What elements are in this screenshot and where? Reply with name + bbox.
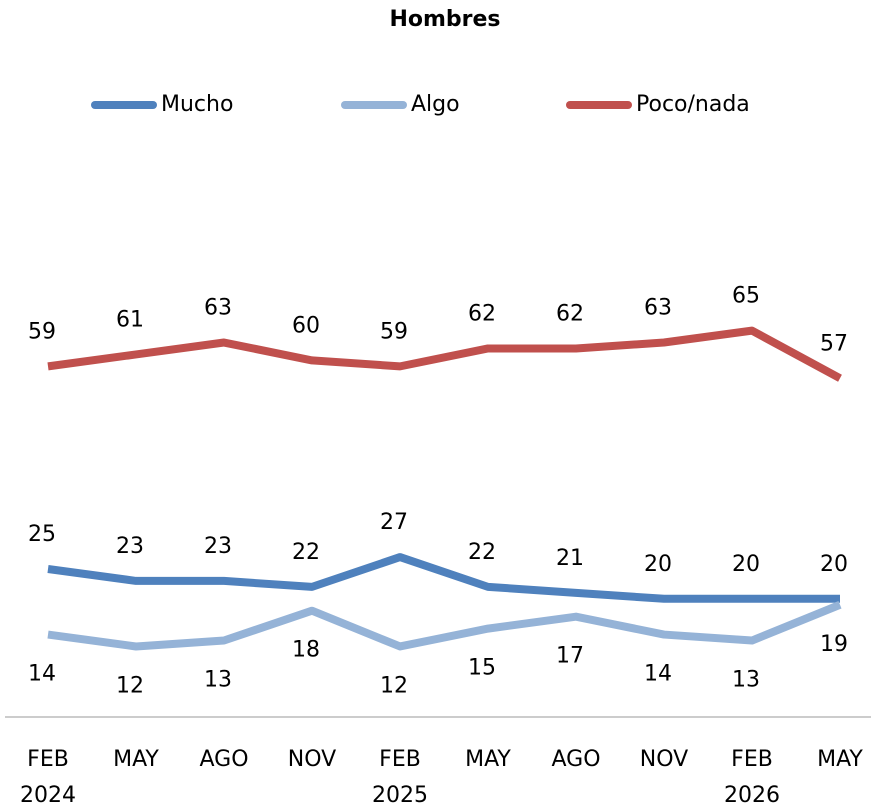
data-label: 23 [116,534,144,559]
x-tick-label: FEB 2026 [724,747,780,808]
data-label: 22 [292,540,320,565]
data-label: 61 [116,307,144,332]
x-tick-label: FEB 2024 [20,747,76,808]
series-line [47,326,842,382]
data-label: 63 [644,296,672,321]
x-tick-label: NOV [639,747,689,772]
data-label: 12 [116,673,144,698]
x-tick-label: FEB 2025 [372,747,428,808]
data-label: 62 [468,301,496,326]
data-label: 63 [204,296,232,321]
x-tick-label: AGO [199,747,249,772]
chart-title: Hombres [389,7,500,32]
data-label: 59 [28,319,56,344]
data-label: 19 [820,632,848,657]
data-label: 12 [380,673,408,698]
data-label: 13 [204,668,232,693]
data-label: 15 [468,656,496,681]
x-tick-label: MAY [113,747,159,772]
data-label: 18 [292,638,320,663]
series-line [47,553,840,603]
x-tick-label: AGO [551,747,601,772]
data-label: 14 [28,662,56,687]
data-label: 17 [556,644,584,669]
x-tick-label: MAY [465,747,511,772]
data-label: 59 [380,319,408,344]
legend-label: Algo [411,92,460,117]
legend-label: Poco/nada [636,92,750,117]
x-tick-label: NOV [287,747,337,772]
data-label: 20 [732,552,760,577]
data-label: 62 [556,301,584,326]
x-tick-label: MAY [817,747,863,772]
data-label: 20 [820,552,848,577]
data-label: 60 [292,313,320,338]
legend-label: Mucho [161,92,233,117]
data-label: 57 [820,331,848,356]
data-label: 21 [556,546,584,571]
data-label: 27 [380,510,408,535]
data-label: 22 [468,540,496,565]
data-label: 23 [204,534,232,559]
data-label: 14 [644,662,672,687]
data-label: 13 [732,668,760,693]
data-label: 65 [732,284,760,309]
series-line [47,601,842,651]
data-label: 25 [28,522,56,547]
data-label: 20 [644,552,672,577]
